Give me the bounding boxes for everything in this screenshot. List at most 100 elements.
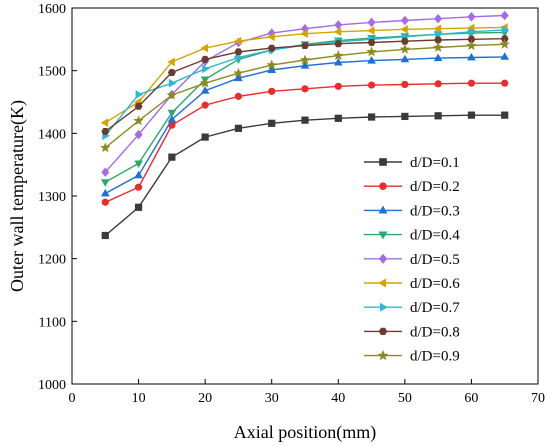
legend-label: d/D=0.1 [410,155,460,171]
data-point [167,69,176,76]
data-point [134,160,143,169]
data-point [434,112,442,120]
data-point [234,48,243,56]
y-tick-label: 1600 [38,2,66,17]
data-point [267,32,275,42]
data-point [333,50,344,61]
x-tick-label: 70 [531,391,545,406]
series-line [104,14,505,173]
data-point [399,43,411,54]
data-point [367,38,376,46]
data-point [500,35,509,43]
data-point [201,55,210,63]
data-point [401,80,409,89]
legend-label: d/D=0.7 [410,300,460,316]
data-point [433,53,443,62]
data-point [367,113,376,121]
data-point [378,253,388,264]
data-point [334,82,342,90]
data-point [134,170,143,179]
data-point [133,115,144,126]
data-point [168,153,176,161]
legend-label: d/D=0.4 [410,228,460,244]
data-point [235,53,244,62]
data-point [334,114,342,122]
data-point [467,111,476,119]
x-tick-label: 60 [464,391,478,406]
data-point [301,42,309,50]
data-point [400,24,408,34]
data-point [367,81,376,89]
x-tick-label: 30 [265,391,279,406]
data-point [366,46,377,57]
data-point [501,25,510,35]
data-point [100,142,111,153]
data-point [202,64,210,74]
data-point [134,203,143,211]
data-point [167,109,177,118]
data-point [234,92,243,100]
data-point [379,302,388,312]
data-point [134,129,143,140]
y-axis-title: Outer wall temperature(K) [7,100,28,292]
data-point [267,44,276,52]
data-point [401,112,409,121]
data-point [434,13,443,24]
data-point [266,59,277,70]
data-point [467,35,476,43]
data-point [101,198,109,206]
data-point [167,57,175,67]
data-point [299,54,311,65]
data-point [300,61,310,69]
data-point [100,188,110,197]
data-point [268,87,276,95]
data-point [100,179,110,187]
x-tick-label: 0 [69,391,76,406]
data-point [333,27,342,37]
series-9 [100,38,510,153]
series-6 [100,23,508,128]
legend-label: d/D=0.3 [410,203,460,219]
data-point [433,24,442,34]
legend-item: d/D=0.8 [364,324,460,340]
y-tick-label: 1500 [38,65,66,80]
y-tick-label: 1300 [38,190,66,205]
data-point [434,80,442,88]
legend-label: d/D=0.9 [410,349,460,365]
data-point [167,114,177,123]
data-point [101,231,109,240]
data-point [400,37,409,45]
data-point [233,36,242,46]
data-point [166,89,178,100]
x-tick-label: 50 [398,391,412,406]
data-point [367,56,376,64]
data-point [400,54,410,63]
x-tick-label: 20 [198,391,212,406]
y-tick-label: 1000 [38,378,66,393]
data-point [301,116,309,124]
y-tick-label: 1200 [38,253,66,268]
data-point [201,133,209,141]
data-point [378,205,388,214]
axis-ticks: 0 10 20 30 40 50 60 70 1000 1100 1200 1300 1400 1500 1… [38,2,545,406]
data-point [200,86,210,94]
data-point [234,73,243,82]
data-point [377,349,389,361]
data-point [501,79,509,87]
y-tick-label: 1400 [38,127,66,142]
data-point [301,85,309,93]
data-point [367,17,376,28]
data-point [100,118,109,128]
series-3 [100,52,510,197]
data-point [300,29,308,39]
legend-label: d/D=0.6 [410,276,460,292]
data-point [378,327,388,336]
data-point [267,65,277,73]
data-point [199,77,211,88]
legend-label: d/D=0.2 [410,179,460,195]
legend-item: d/D=0.9 [364,349,460,365]
legend-item: d/D=0.2 [364,179,460,195]
legend-label: d/D=0.5 [410,252,460,268]
data-point [501,111,509,119]
